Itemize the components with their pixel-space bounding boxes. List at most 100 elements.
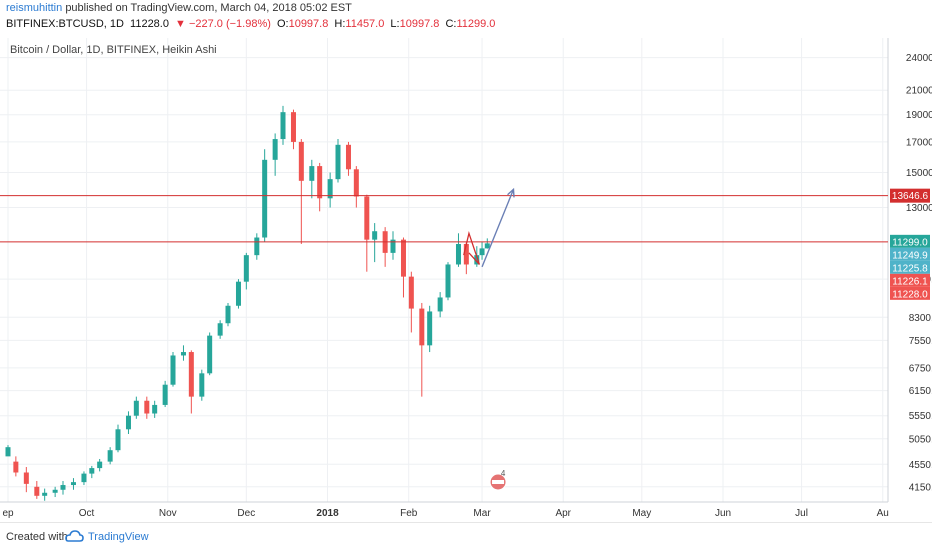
candle-body — [419, 308, 425, 346]
candle-body — [445, 264, 451, 298]
price-chart[interactable]: ep Oct Nov Dec 2018 Feb Mar Apr May Jun Jul Au 24000… — [0, 38, 932, 522]
y-tick-label: 15000.0 — [906, 168, 932, 179]
candle-body — [298, 141, 304, 181]
x-tick-label: 2018 — [316, 508, 339, 519]
high-label: H: — [334, 18, 346, 30]
price-badge — [890, 247, 930, 261]
y-tick-label: 6750.0 — [909, 363, 932, 374]
candle-body — [345, 144, 351, 170]
down-triangle-icon: ▼ — [175, 18, 186, 30]
x-tick-label: Jul — [795, 508, 808, 519]
candle-body — [144, 400, 150, 414]
candle-body — [34, 486, 40, 496]
candle-body — [23, 472, 29, 484]
x-tick-label: Dec — [237, 508, 255, 519]
candle-body — [107, 450, 113, 462]
price-badge-label: 11299.0 — [892, 237, 928, 248]
chart-area[interactable]: ep Oct Nov Dec 2018 Feb Mar Apr May Jun Jul Au 24000… — [0, 38, 932, 522]
tradingview-cloud-icon — [65, 530, 84, 542]
candle-body — [70, 482, 76, 486]
published-text: published on TradingView.com, March 04, … — [65, 2, 352, 14]
candle-body — [372, 231, 378, 240]
y-tick-label: 17000.0 — [906, 137, 932, 148]
price-badge — [890, 260, 930, 274]
footer: Created with TradingView — [0, 522, 932, 551]
candle-body — [89, 468, 95, 474]
event-flag-stripe — [492, 480, 505, 484]
price-badge — [890, 286, 930, 300]
y-tick-label: 24000.0 — [906, 53, 932, 64]
candle-body — [199, 373, 205, 397]
trend-arrow-line — [481, 189, 515, 268]
candle-body — [243, 255, 249, 282]
x-tick-label: Oct — [79, 508, 95, 519]
chart-title: Bitcoin / Dollar, 1D, BITFINEX, Heikin A… — [10, 44, 217, 56]
x-tick-label: Feb — [400, 508, 418, 519]
candle-body — [474, 255, 480, 265]
pennant-drawing — [463, 230, 481, 265]
price-badge-label: 11249.9 — [892, 250, 928, 261]
created-with-text: Created with — [6, 531, 68, 543]
candle-body — [309, 166, 315, 181]
x-tick-label: Nov — [159, 508, 177, 519]
candle-body — [479, 248, 485, 256]
candle-body — [427, 311, 433, 346]
event-count-badge: 4 — [501, 469, 506, 478]
level-price-badge — [890, 188, 930, 203]
candle-body — [133, 400, 139, 416]
price-change: −227.0 (−1.98%) — [188, 18, 271, 30]
y-tick-label: 19000.0 — [906, 110, 932, 121]
x-tick-label: Apr — [555, 508, 571, 519]
open-value: 10997.8 — [288, 18, 329, 30]
tradingview-link[interactable]: TradingView — [88, 531, 149, 543]
close-label: C: — [445, 18, 457, 30]
candle-body — [217, 323, 223, 336]
candle-body — [335, 144, 341, 180]
y-tick-label: 8300.0 — [909, 313, 932, 324]
candle-body — [364, 196, 370, 240]
x-tick-label: Mar — [473, 508, 491, 519]
x-tick-label: ep — [2, 508, 14, 519]
y-tick-label: 4550.0 — [909, 460, 932, 471]
candle-body — [5, 447, 11, 457]
candle-body — [52, 489, 58, 493]
candle-body — [207, 335, 213, 374]
x-tick-label: Jun — [715, 508, 731, 519]
y-tick-label: 13000.0 — [906, 203, 932, 214]
candle-body — [125, 415, 131, 430]
last-price: 11228.0 — [130, 18, 169, 30]
candle-body — [60, 485, 66, 490]
candle-body — [170, 355, 176, 385]
candle-body — [390, 239, 396, 253]
candle-body — [327, 179, 333, 199]
price-badge-label: 11225.8 — [892, 263, 928, 274]
price-badge — [890, 234, 930, 248]
high-value: 11457.0 — [345, 18, 385, 30]
candle-body — [484, 243, 490, 249]
y-tick-label: 5550.0 — [909, 411, 932, 422]
candle-body — [317, 166, 323, 199]
y-tick-label: 6150.0 — [909, 386, 932, 397]
candle-body — [225, 305, 231, 324]
low-label: L: — [390, 18, 400, 30]
candle-body — [280, 112, 286, 140]
publish-info: reismuhittin published on TradingView.co… — [6, 2, 352, 18]
candle-body — [97, 461, 103, 469]
candle-body — [235, 281, 241, 306]
candle-body — [42, 492, 48, 496]
candle-body — [188, 352, 194, 397]
y-tick-label: 5050.0 — [909, 434, 932, 445]
candle-body — [400, 239, 406, 277]
open-label: O: — [276, 18, 289, 30]
candle-body — [162, 384, 168, 405]
y-tick-label: 21000.0 — [906, 86, 932, 97]
candle-body — [152, 404, 158, 414]
candle-body — [180, 352, 186, 356]
y-tick-label: 7550.0 — [909, 336, 932, 347]
author-link[interactable]: reismuhittin — [6, 2, 63, 14]
y-tick-label: 4150.0 — [909, 482, 932, 493]
candle-body — [272, 139, 278, 160]
candle-body — [115, 429, 121, 451]
candle-body — [408, 276, 414, 309]
candle-body — [262, 159, 268, 238]
